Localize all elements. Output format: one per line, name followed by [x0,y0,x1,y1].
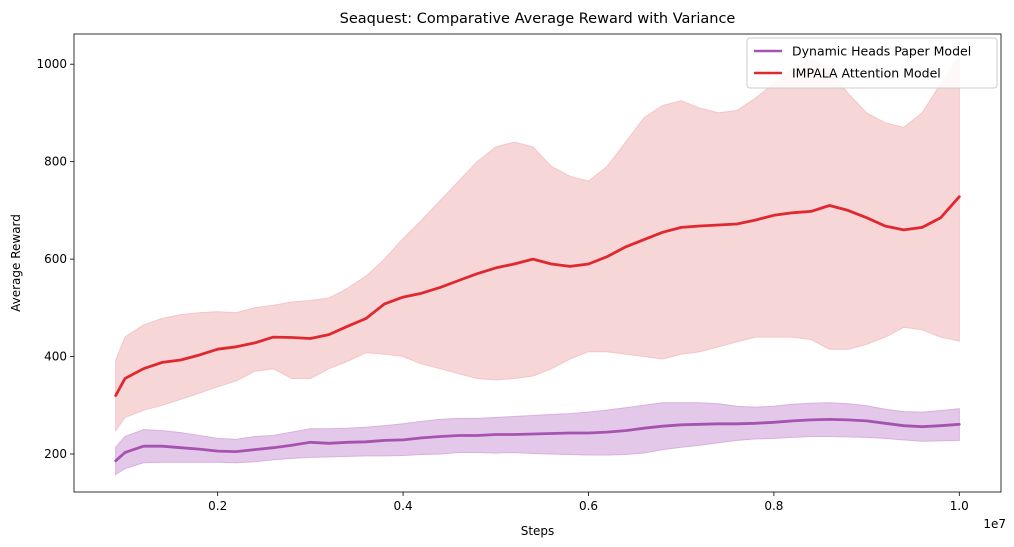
y-axis-label: Average Reward [9,214,23,312]
variance-bands [115,55,960,476]
x-tick-label: 0.2 [208,499,227,513]
x-tick-label: 0.6 [579,499,598,513]
series-lines [114,195,961,463]
x-axis-label: Steps [521,524,555,538]
chart-title: Seaquest: Comparative Average Reward wit… [340,11,736,27]
legend: Dynamic Heads Paper Model IMPALA Attenti… [746,37,998,89]
y-axis-ticks: 200 400 600 800 1000 [36,57,74,461]
y-tick-label: 800 [44,155,67,169]
plot-frame [73,33,1002,493]
variance-band-impala-attention-model [115,55,960,433]
legend-box [746,37,998,89]
x-axis-offset-label: 1e7 [983,517,1006,531]
x-tick-label: 0.8 [764,499,783,513]
x-tick-label: 1.0 [950,499,969,513]
x-axis-ticks: 0.2 0.4 0.6 0.8 1.0 [208,492,969,513]
y-tick-label: 200 [44,447,67,461]
variance-band-dynamic-heads-paper-model [115,402,960,476]
legend-label-impala-attention: IMPALA Attention Model [792,66,941,81]
legend-label-dynamic-heads: Dynamic Heads Paper Model [792,44,971,59]
series-line-impala-attention-model [114,195,961,397]
series-line-dynamic-heads-paper-model [114,417,961,463]
y-tick-label: 1000 [36,57,67,71]
x-tick-label: 0.4 [394,499,413,513]
y-tick-label: 600 [44,252,67,266]
y-tick-label: 400 [44,350,67,364]
